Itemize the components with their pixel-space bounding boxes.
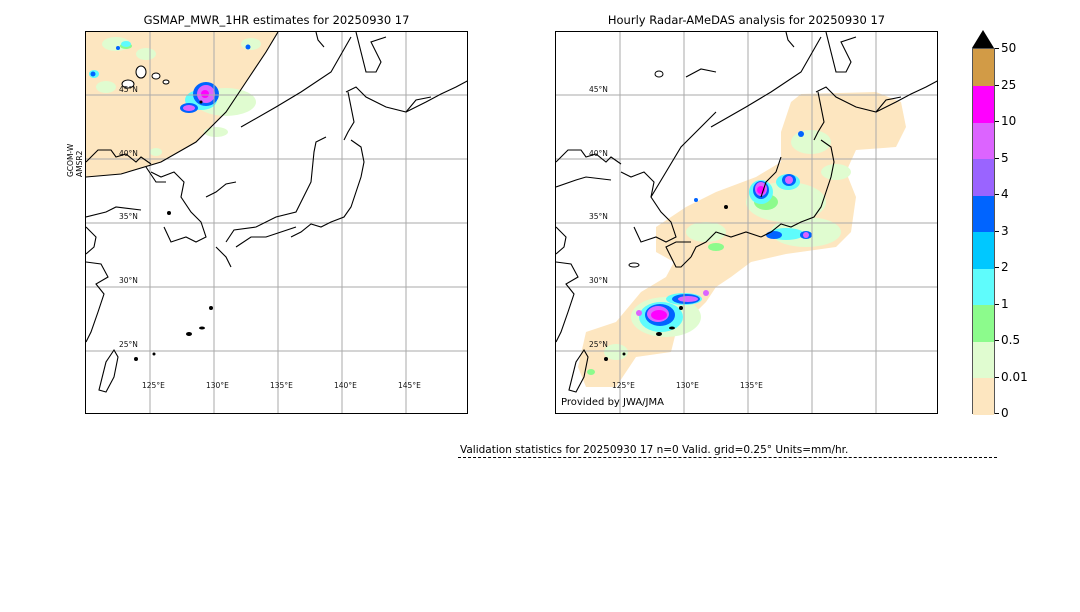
- left-map-title: GSMAP_MWR_1HR estimates for 20250930 17: [143, 13, 410, 27]
- colorbar-seg-4: [973, 232, 994, 269]
- left-lon-label-125: 125°E: [142, 381, 165, 390]
- colorbar-seg-0: [973, 378, 994, 415]
- left-lon-label-135: 135°E: [270, 381, 293, 390]
- colorbar-seg-9: [973, 49, 994, 86]
- colorbar-seg-6: [973, 159, 994, 196]
- colorbar-label-0.5: 0.5: [1001, 333, 1021, 347]
- colorbar-tick: [995, 48, 999, 49]
- colorbar-label-1: 1: [1001, 297, 1009, 311]
- colorbar-seg-8: [973, 86, 994, 123]
- left-lat-label-25: 25°N: [119, 340, 138, 349]
- colorbar-seg-5: [973, 195, 994, 233]
- colorbar-label-25: 25: [1001, 78, 1017, 92]
- colorbar-tick: [995, 231, 999, 232]
- colorbar-seg-7: [973, 122, 994, 160]
- colorbar-seg-1: [973, 341, 994, 379]
- validation-stats-text: Validation statistics for 20250930 17 n=…: [460, 444, 849, 456]
- sensor-label: GCOM-W AMSR2: [66, 144, 84, 177]
- left-map-gsmap: [85, 31, 468, 414]
- right-lat-label-40: 40°N: [589, 149, 608, 158]
- data-credit: Provided by JWA/JMA: [561, 397, 664, 408]
- colorbar-tick: [995, 377, 999, 378]
- colorbar-seg-3: [973, 268, 994, 306]
- left-lat-label-40: 40°N: [119, 149, 138, 158]
- colorbar-extend-triangle: [972, 30, 994, 48]
- colorbar-label-0: 0: [1001, 406, 1009, 420]
- left-lat-label-35: 35°N: [119, 212, 138, 221]
- left-map-canvas: [86, 32, 467, 413]
- right-lon-label-135: 135°E: [740, 381, 763, 390]
- sensor-label-line1: GCOM-W: [66, 143, 75, 177]
- colorbar-tick: [995, 194, 999, 195]
- colorbar-label-4: 4: [1001, 187, 1009, 201]
- colorbar-label-3: 3: [1001, 224, 1009, 238]
- right-map-radar-amedas: [555, 31, 938, 414]
- colorbar-tick: [995, 340, 999, 341]
- colorbar-tick: [995, 121, 999, 122]
- colorbar-tick: [995, 413, 999, 414]
- left-lon-label-140: 140°E: [334, 381, 357, 390]
- colorbar-label-10: 10: [1001, 114, 1017, 128]
- colorbar-label-50: 50: [1001, 41, 1017, 55]
- left-lon-label-130: 130°E: [206, 381, 229, 390]
- colorbar-tick: [995, 304, 999, 305]
- right-lon-label-125: 125°E: [612, 381, 635, 390]
- colorbar-tick: [995, 267, 999, 268]
- right-map-title: Hourly Radar-AMeDAS analysis for 2025093…: [607, 13, 886, 27]
- right-lat-label-35: 35°N: [589, 212, 608, 221]
- left-lon-label-145: 145°E: [398, 381, 421, 390]
- left-lat-label-30: 30°N: [119, 276, 138, 285]
- left-lat-label-45: 45°N: [119, 85, 138, 94]
- right-lat-label-30: 30°N: [589, 276, 608, 285]
- colorbar-label-0.01: 0.01: [1001, 370, 1028, 384]
- right-lon-label-130: 130°E: [676, 381, 699, 390]
- right-lat-label-45: 45°N: [589, 85, 608, 94]
- right-map-canvas: [556, 32, 937, 413]
- right-lat-label-25: 25°N: [589, 340, 608, 349]
- colorbar: [972, 48, 995, 415]
- colorbar-label-5: 5: [1001, 151, 1009, 165]
- validation-stats-underline: [458, 457, 997, 458]
- sensor-label-line2: AMSR2: [75, 150, 84, 177]
- colorbar-tick: [995, 158, 999, 159]
- colorbar-label-2: 2: [1001, 260, 1009, 274]
- colorbar-seg-2: [973, 305, 994, 342]
- colorbar-tick: [995, 85, 999, 86]
